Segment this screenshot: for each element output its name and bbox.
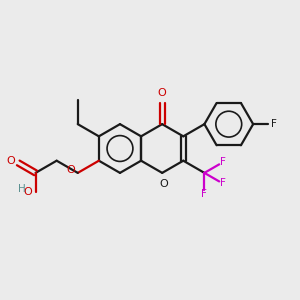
Text: H: H: [18, 184, 26, 194]
Text: O: O: [7, 156, 15, 167]
Text: F: F: [220, 178, 226, 188]
Text: O: O: [23, 188, 32, 197]
Text: O: O: [159, 179, 168, 189]
Text: O: O: [67, 165, 75, 175]
Text: O: O: [158, 88, 167, 98]
Text: F: F: [271, 119, 277, 129]
Text: F: F: [202, 189, 207, 199]
Text: F: F: [220, 157, 226, 167]
